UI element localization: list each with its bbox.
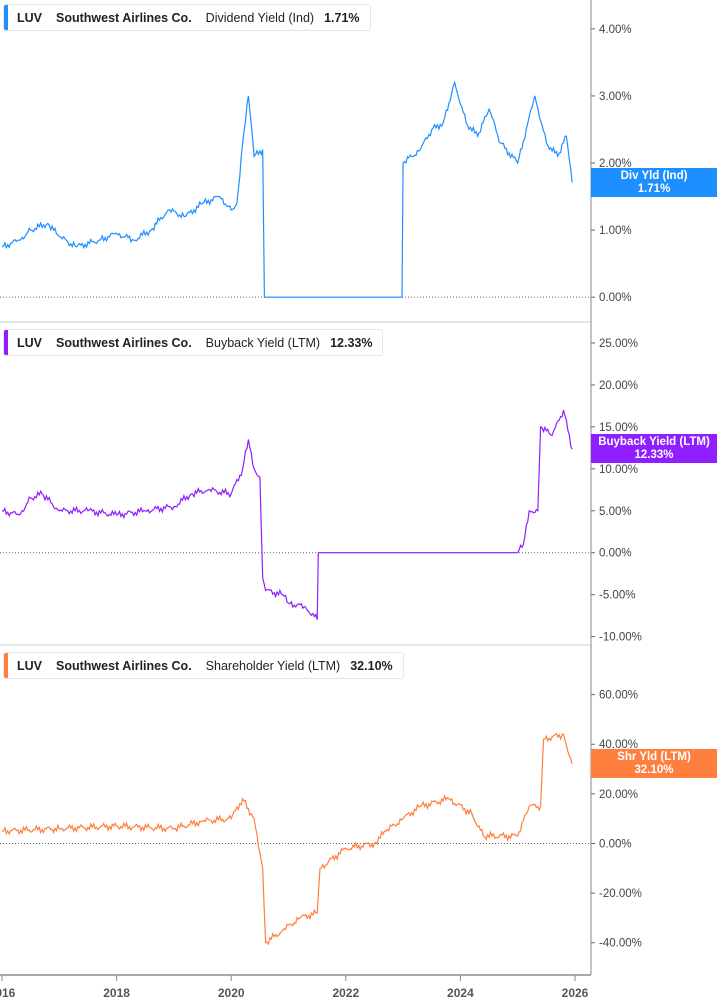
legend-ticker: LUV [17,335,42,350]
y-tick-label: -40.00% [599,938,642,950]
y-tick-label: 20.00% [599,380,638,392]
legend-metric: Dividend Yield (Ind) [205,10,315,25]
y-tick-label: 1.00% [599,225,632,237]
y-tick-label: 4.00% [599,24,632,36]
y-tick-label: 0.00% [599,838,632,850]
series-line-1 [1,409,573,620]
x-tick-label: 2020 [218,986,245,1000]
flag-value: 1.71% [637,182,671,195]
legend-metric: Shareholder Yield (LTM) [205,658,341,673]
x-tick-label: 2016 [0,986,16,1000]
legend-dividend-yield: LUV Southwest Airlines Co. Dividend Yiel… [3,4,371,31]
series-color-swatch [4,653,8,678]
series-color-swatch [4,5,8,30]
y-tick-label: 0.00% [599,292,632,304]
x-tick-label: 2018 [103,986,130,1000]
flag-value: 12.33% [634,448,674,461]
last-value-flag-dividend: Div Yld (Ind) 1.71% [591,168,717,197]
y-tick-label: 2.00% [599,158,632,170]
y-tick-label: -10.00% [599,632,642,644]
legend-value: 32.10% [350,658,393,673]
last-value-flag-shareholder: Shr Yld (LTM) 32.10% [591,749,717,778]
series-line-0 [1,80,573,298]
legend-company: Southwest Airlines Co. [56,658,192,673]
flag-label: Buyback Yield (LTM) [598,435,710,448]
legend-value: 12.33% [330,335,373,350]
series-color-swatch [4,330,8,355]
y-tick-label: 25.00% [599,338,638,350]
legend-metric: Buyback Yield (LTM) [205,335,321,350]
y-tick-label: 40.00% [599,739,638,751]
y-tick-label: 60.00% [599,690,638,702]
legend-ticker: LUV [17,658,42,673]
y-tick-label: 15.00% [599,422,638,434]
x-tick-label: 2026 [562,986,589,1000]
y-tick-label: 10.00% [599,464,638,476]
legend-buyback-yield: LUV Southwest Airlines Co. Buyback Yield… [3,329,384,356]
legend-company: Southwest Airlines Co. [56,10,192,25]
legend-ticker: LUV [17,10,42,25]
y-tick-label: -5.00% [599,590,635,602]
x-tick-label: 2024 [447,986,474,1000]
y-tick-label: 3.00% [599,91,632,103]
series-line-2 [1,732,573,946]
flag-label: Shr Yld (LTM) [617,750,691,763]
y-tick-label: 0.00% [599,548,632,560]
last-value-flag-buyback: Buyback Yield (LTM) 12.33% [591,434,717,463]
y-tick-label: 20.00% [599,789,638,801]
flag-label: Div Yld (Ind) [620,169,688,182]
flag-value: 32.10% [634,763,674,776]
y-tick-label: -20.00% [599,888,642,900]
legend-shareholder-yield: LUV Southwest Airlines Co. Shareholder Y… [3,652,404,679]
x-tick-label: 2022 [332,986,359,1000]
legend-value: 1.71% [324,10,360,25]
legend-company: Southwest Airlines Co. [56,335,192,350]
y-tick-label: 5.00% [599,506,632,518]
